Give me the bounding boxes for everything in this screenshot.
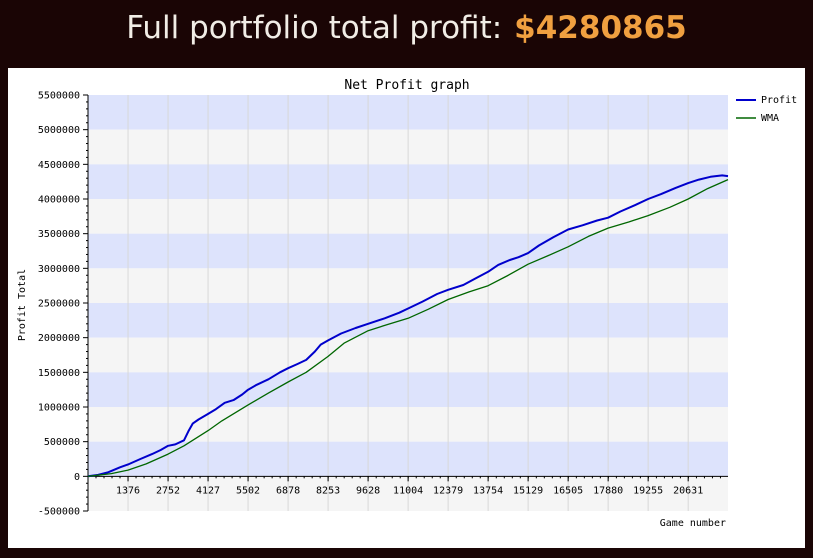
y-tick-label: -500000 — [38, 507, 80, 518]
chart-title: Net Profit graph — [344, 78, 469, 93]
y-tick-label: 5000000 — [38, 125, 80, 136]
x-tick-label: 1376 — [116, 485, 140, 496]
y-tick-label: 3500000 — [38, 229, 80, 240]
y-tick-label: 0 — [74, 472, 80, 483]
x-tick-label: 16505 — [553, 485, 583, 496]
y-tick-label: 1500000 — [38, 368, 80, 379]
header-title: Full portfolio total profit: — [126, 10, 503, 46]
y-tick-label: 4500000 — [38, 160, 80, 171]
x-tick-label: 13754 — [473, 485, 503, 496]
y-tick-label: 2000000 — [38, 333, 80, 344]
x-tick-label: 12379 — [433, 485, 463, 496]
x-tick-label: 5502 — [236, 485, 260, 496]
x-tick-label: 6878 — [276, 485, 300, 496]
total-profit-amount: $4280865 — [514, 10, 687, 46]
x-tick-label: 20631 — [673, 485, 703, 496]
data-lines — [87, 174, 729, 478]
x-tick-label: 19255 — [633, 485, 663, 496]
x-tick-label: 2752 — [156, 485, 180, 496]
y-tick-label: 500000 — [44, 437, 80, 448]
y-tick-label: 3000000 — [38, 264, 80, 275]
x-tick-label: 9628 — [356, 485, 380, 496]
net-profit-chart: -500000 0 500000 1000000 1500000 2000000 25000… — [17, 78, 797, 529]
axis-ticks: -500000 0 500000 1000000 1500000 2000000 25000… — [38, 91, 721, 518]
portfolio-header: Full portfolio total profit: $4280865 — [0, 0, 813, 56]
y-tick-label: 2500000 — [38, 299, 80, 310]
chart-panel: -500000 0 500000 1000000 1500000 2000000 25000… — [8, 68, 805, 548]
x-tick-label: 4127 — [196, 485, 220, 496]
x-tick-label: 11004 — [393, 485, 423, 496]
y-axis-label: Profit Total — [17, 269, 28, 341]
chart-legend: Profit WMA — [736, 95, 797, 124]
x-axis-label: Game number — [660, 518, 726, 529]
x-tick-label: 15129 — [513, 485, 543, 496]
x-tick-label: 17880 — [593, 485, 623, 496]
vertical-gridlines — [127, 95, 689, 511]
legend-label-wma: WMA — [761, 113, 779, 124]
legend-label-profit: Profit — [761, 95, 797, 106]
y-tick-label: 4000000 — [38, 195, 80, 206]
x-tick-label: 8253 — [316, 485, 340, 496]
series-line-wma — [87, 179, 729, 477]
series-line-profit — [87, 174, 729, 478]
y-tick-label: 5500000 — [38, 91, 80, 102]
y-tick-label: 1000000 — [38, 403, 80, 414]
